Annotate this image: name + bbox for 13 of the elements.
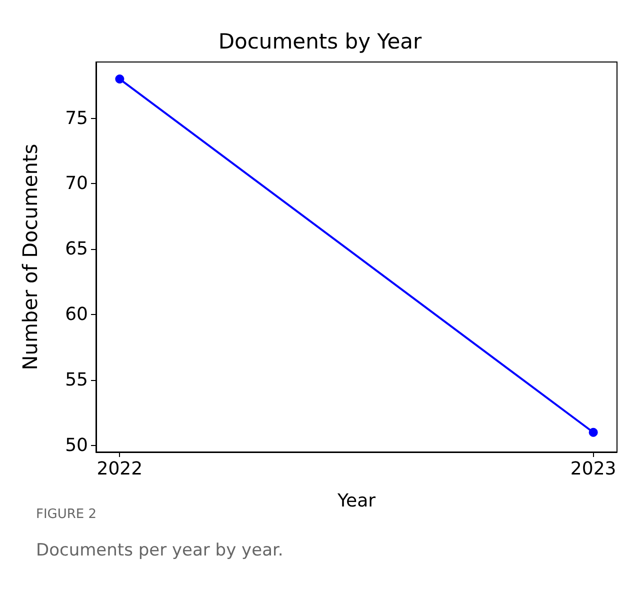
y-tick-label: 70 xyxy=(65,173,88,194)
x-tick-label: 2022 xyxy=(96,458,143,480)
x-tick-label: 2023 xyxy=(570,458,616,480)
y-tick-label: 50 xyxy=(65,434,88,456)
y-tick-label: 60 xyxy=(65,304,88,326)
x-axis-title: Year xyxy=(336,490,376,512)
caption: FIGURE 2 xyxy=(36,507,97,522)
y-tick-label: 55 xyxy=(65,370,88,391)
y-tick-label: 65 xyxy=(65,238,88,260)
y-tick-label: 75 xyxy=(65,108,88,129)
y-axis-title: Number of Documents xyxy=(18,144,42,370)
text: Documents per year by year. xyxy=(36,540,284,560)
chart-title: Documents by Year xyxy=(218,30,422,54)
